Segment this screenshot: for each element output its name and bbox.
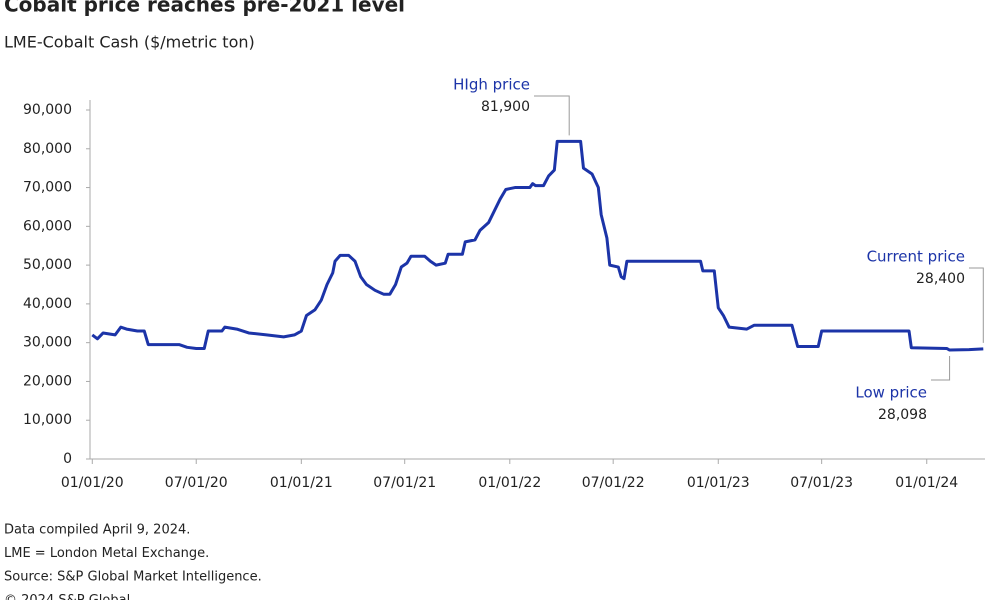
annotation-label: HIgh price — [453, 76, 530, 94]
y-tick-label: 0 — [63, 451, 72, 467]
y-tick-label: 90,000 — [23, 102, 72, 118]
annotation-value: 81,900 — [481, 99, 530, 115]
x-tick-label: 01/01/22 — [478, 475, 541, 491]
x-tick-label: 07/01/23 — [790, 475, 853, 491]
x-tick-label: 07/01/22 — [582, 475, 645, 491]
annotation-label: Current price — [867, 248, 965, 266]
y-tick-label: 20,000 — [23, 373, 72, 389]
x-tick-label: 07/01/20 — [165, 475, 228, 491]
y-tick-label: 60,000 — [23, 218, 72, 234]
annotation-value: 28,400 — [916, 271, 965, 287]
footnote: Data compiled April 9, 2024. — [4, 523, 190, 538]
x-tick-label: 01/01/20 — [61, 475, 124, 491]
footnote: Source: S&P Global Market Intelligence. — [4, 570, 262, 585]
chart-title: Cobalt price reaches pre-2021 level — [4, 0, 405, 17]
annotation-value: 28,098 — [878, 407, 927, 423]
y-tick-label: 10,000 — [23, 412, 72, 428]
x-tick-label: 01/01/21 — [270, 475, 333, 491]
y-tick-label: 30,000 — [23, 335, 72, 351]
footnote: LME = London Metal Exchange. — [4, 546, 209, 561]
annotation-leader — [931, 356, 951, 381]
y-tick-label: 70,000 — [23, 180, 72, 196]
x-tick-label: 01/01/23 — [687, 475, 750, 491]
x-tick-label: 07/01/21 — [373, 475, 436, 491]
chart-subtitle: LME-Cobalt Cash ($/metric ton) — [4, 33, 255, 52]
annotation-label: Low price — [855, 384, 927, 402]
annotation-leader — [534, 95, 570, 136]
y-tick-label: 50,000 — [23, 257, 72, 273]
price-line — [91, 139, 984, 352]
y-tick-label: 80,000 — [23, 141, 72, 157]
annotation-leader — [969, 267, 984, 343]
footnote: © 2024 S&P Global. — [4, 593, 134, 600]
x-tick-label: 01/01/24 — [895, 475, 958, 491]
y-tick-label: 40,000 — [23, 296, 72, 312]
